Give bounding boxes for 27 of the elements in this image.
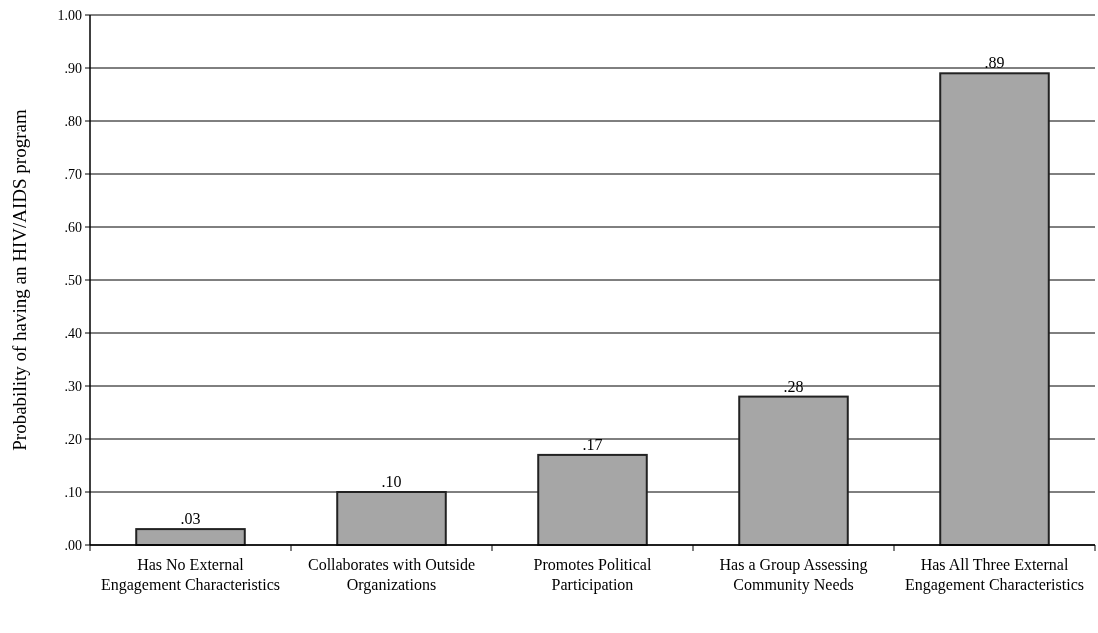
y-tick-label: .40 [64,325,82,341]
data-label: .10 [381,473,402,490]
y-tick-label: .90 [64,60,82,76]
y-tick-label: .50 [64,272,82,288]
x-tick-label: Has a Group Assessing Community Needs [719,556,868,594]
y-tick-label: .30 [64,378,82,394]
data-label: .89 [984,54,1005,72]
bar [336,491,447,546]
x-tick-label: Has All Three External Engagement Characteristics [904,556,1085,594]
data-label: .28 [783,377,804,395]
y-tick-label: .60 [64,219,82,235]
data-label: .03 [180,510,201,528]
bar [135,528,246,546]
y-tick-label: .10 [64,484,82,500]
data-label: .17 [582,435,603,453]
y-axis-title: Probability of having an HIV/AIDS program [9,109,30,451]
y-tick-label: .20 [64,431,82,447]
y-tick-label: .80 [64,113,82,129]
x-tick-label: Collaborates with Outside Organizations [307,556,476,594]
bar [537,453,648,546]
y-tick-label: .00 [64,537,82,553]
y-tick-label: .70 [64,166,82,182]
x-tick-label: Promotes Political Participation [533,556,652,594]
bar [738,395,849,546]
y-tick-label: 1.00 [57,7,82,23]
x-tick-label: Has No External Engagement Characteristics [100,556,281,594]
bar [939,72,1050,546]
